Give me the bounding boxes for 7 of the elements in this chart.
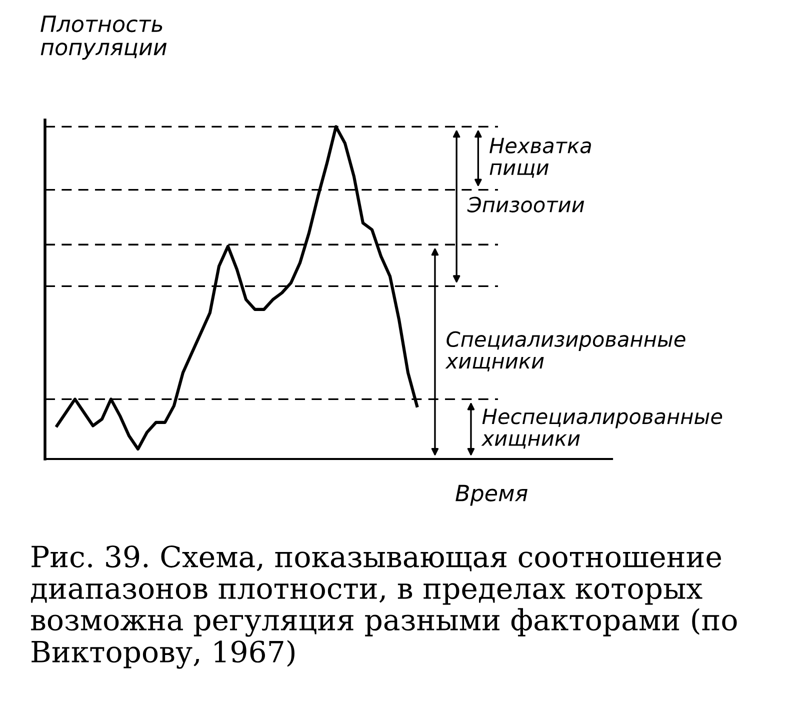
text: Эпизоотии (467, 196, 584, 212)
text: Неспециалированные хищники (481, 408, 722, 449)
text: Специализированные хищники (445, 331, 686, 372)
text: Рис. 39. Схема, показывающая соотношение диапазонов плотности, в пределах которых возможна регуляция разными факторами (по Викторову, 1967) (31, 546, 737, 669)
text: Нехватка пищи (490, 138, 591, 178)
y-axis-title: Плотность популяции (40, 16, 167, 60)
x-axis-title: Время (456, 484, 528, 506)
